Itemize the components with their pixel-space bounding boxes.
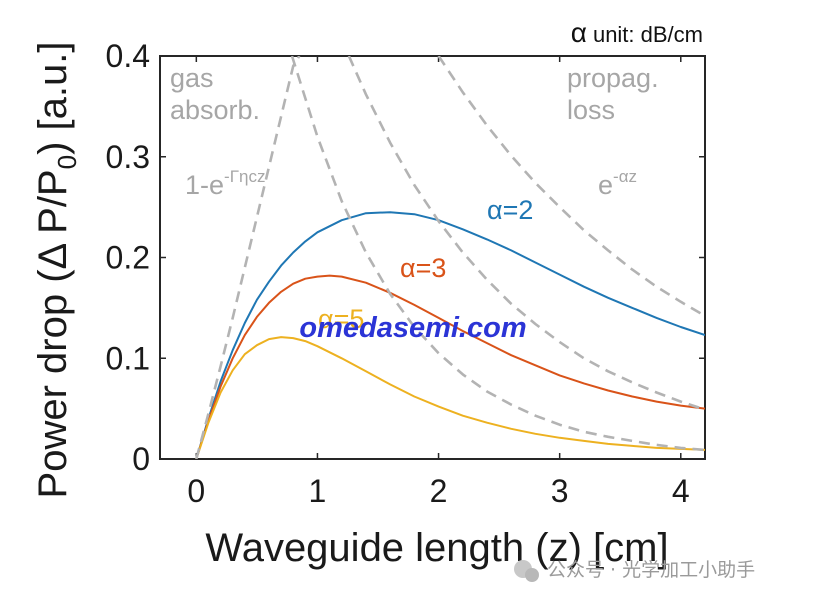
y-tick-label-0: 0	[132, 441, 150, 477]
watermark-text: omedasemi.com	[299, 312, 526, 344]
annotation-gas-absorb: gas absorb.	[170, 63, 260, 125]
series-label-alpha-3: α=3	[400, 253, 446, 283]
unit-note: α unit: dB/cm	[571, 17, 703, 48]
axis-ticks: 0 1 2 3 4 0 0.1 0.2 0.3 0.4	[106, 38, 705, 509]
series-line-5	[347, 56, 705, 411]
x-axis-label: Waveguide length (z) [cm]	[205, 526, 668, 570]
y-tick-label-3: 0.3	[106, 139, 150, 175]
x-tick-label-2: 2	[430, 473, 448, 509]
y-tick-label-2: 0.2	[106, 240, 150, 276]
series-line-4	[290, 56, 705, 452]
series-label-alpha-2: α=2	[487, 195, 533, 225]
x-tick-label-0: 0	[187, 473, 205, 509]
y-tick-label-1: 0.1	[106, 340, 150, 376]
x-tick-label-3: 3	[551, 473, 569, 509]
series-line-6	[437, 56, 705, 318]
source-note: 公众号 · 光学加工小助手	[514, 559, 755, 582]
annotation-formula-gas: 1-e-Γηcz	[185, 167, 266, 200]
series-line-0	[195, 211, 705, 459]
y-tick-label-4: 0.4	[106, 38, 150, 74]
source-note-text: 公众号 · 光学加工小助手	[547, 559, 755, 581]
x-tick-label-1: 1	[309, 473, 327, 509]
y-axis-label: Power drop (Δ P/P0) [a.u.]	[31, 42, 82, 499]
series-line-2	[195, 336, 705, 459]
series-line-3	[195, 56, 301, 459]
x-tick-label-4: 4	[672, 473, 690, 509]
series-line-1	[195, 274, 705, 459]
annotation-formula-loss: e-αz	[598, 167, 637, 200]
series-label-alpha-5: α=5	[318, 304, 364, 334]
annotation-propag-loss: propag. loss	[567, 63, 666, 125]
series-layer	[195, 56, 705, 459]
